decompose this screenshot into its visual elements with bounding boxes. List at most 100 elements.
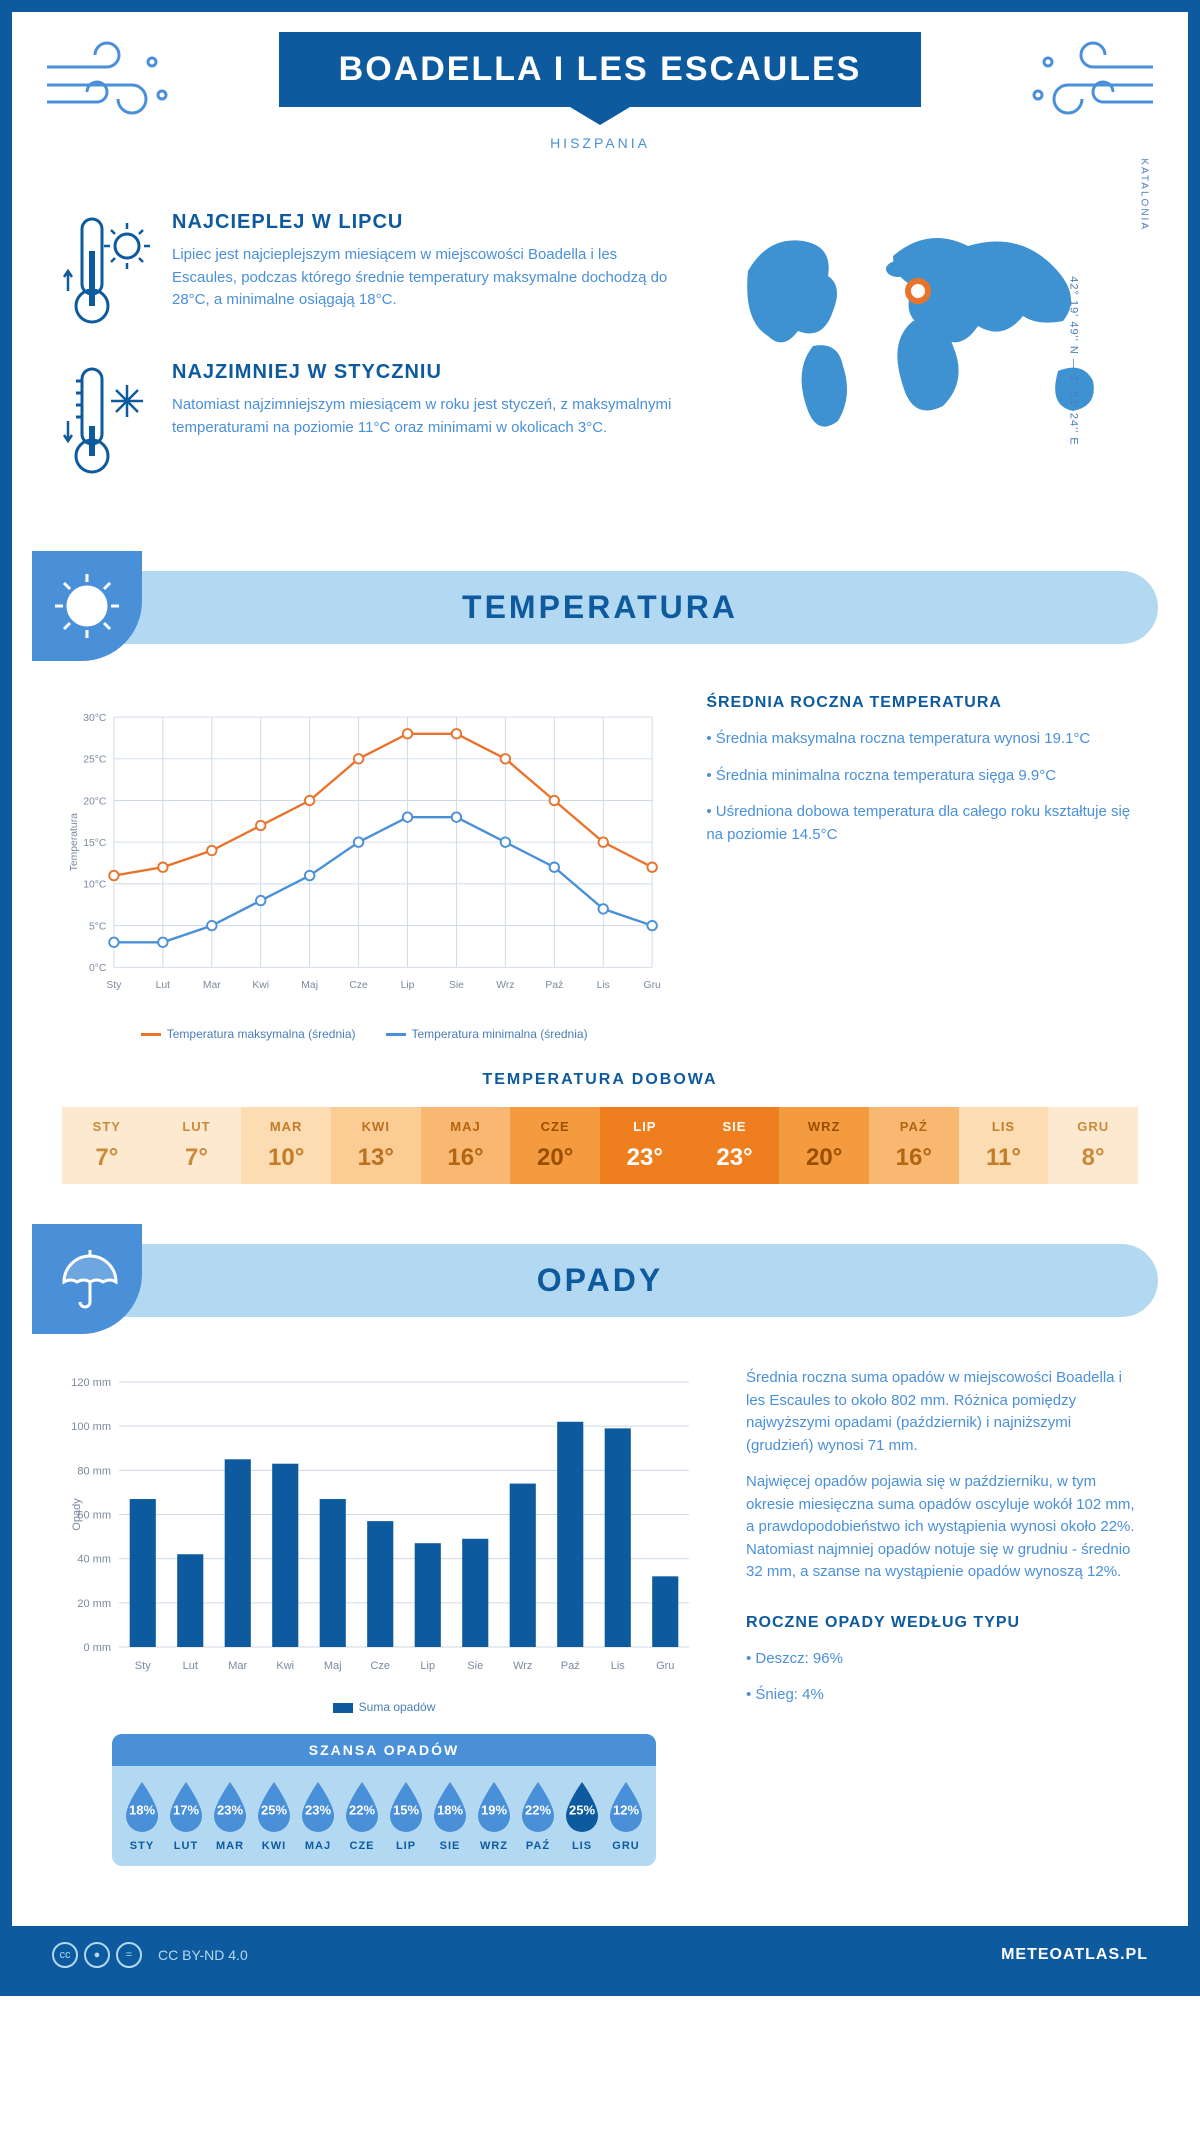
rain-chance-cell: 25% KWI xyxy=(252,1780,296,1852)
svg-text:Paź: Paź xyxy=(561,1660,580,1672)
nd-icon: = xyxy=(116,1942,142,1968)
svg-text:40 mm: 40 mm xyxy=(77,1554,111,1566)
thermometer-hot-icon xyxy=(62,211,152,331)
daily-temp-cell: KWI13° xyxy=(331,1107,421,1184)
svg-text:Cze: Cze xyxy=(370,1660,390,1672)
legend-item: Temperatura minimalna (średnia) xyxy=(386,1027,588,1041)
rainfall-header: OPADY xyxy=(42,1244,1158,1317)
svg-text:Sty: Sty xyxy=(106,980,122,991)
rain-chance-cell: 23% MAR xyxy=(208,1780,252,1852)
svg-text:15°C: 15°C xyxy=(83,838,107,849)
svg-text:0 mm: 0 mm xyxy=(84,1642,112,1654)
warmest-heading: NAJCIEPLEJ W LIPCU xyxy=(172,211,678,234)
overview-row: NAJCIEPLEJ W LIPCU Lipiec jest najcieple… xyxy=(12,191,1188,551)
daily-temp-cell: LIS11° xyxy=(959,1107,1049,1184)
license-block: cc ● = CC BY-ND 4.0 xyxy=(52,1942,248,1968)
coldest-block: NAJZIMNIEJ W STYCZNIU Natomiast najzimni… xyxy=(62,361,678,481)
warmest-block: NAJCIEPLEJ W LIPCU Lipiec jest najcieple… xyxy=(62,211,678,331)
svg-text:Wrz: Wrz xyxy=(513,1660,532,1672)
svg-text:Lut: Lut xyxy=(183,1660,198,1672)
svg-text:25°C: 25°C xyxy=(83,755,107,766)
temperature-header: TEMPERATURA xyxy=(42,571,1158,644)
rainfall-legend: Suma opadów xyxy=(62,1700,706,1714)
warmest-text: Lipiec jest najcieplejszym miesiącem w m… xyxy=(172,244,678,312)
by-icon: ● xyxy=(84,1942,110,1968)
temperature-legend: Temperatura maksymalna (średnia) Temperat… xyxy=(62,1027,666,1041)
license-text: CC BY-ND 4.0 xyxy=(158,1947,248,1963)
svg-text:20°C: 20°C xyxy=(83,796,107,807)
svg-text:Mar: Mar xyxy=(228,1660,247,1672)
svg-text:30°C: 30°C xyxy=(83,713,107,724)
svg-text:20 mm: 20 mm xyxy=(77,1598,111,1610)
svg-text:Kwi: Kwi xyxy=(276,1660,294,1672)
region-label: KATALONIA xyxy=(1139,158,1150,231)
footer: cc ● = CC BY-ND 4.0 METEOATLAS.PL xyxy=(12,1926,1188,1984)
daily-temp-grid: STY7°LUT7°MAR10°KWI13°MAJ16°CZE20°LIP23°… xyxy=(62,1107,1138,1184)
rain-chance-cell: 18% STY xyxy=(120,1780,164,1852)
rainfall-text-2: Najwięcej opadów pojawia się w październ… xyxy=(746,1471,1138,1584)
rain-chance-cell: 18% SIE xyxy=(428,1780,472,1852)
svg-text:Mar: Mar xyxy=(203,980,221,991)
rainfall-type-heading: ROCZNE OPADY WEDŁUG TYPU xyxy=(746,1614,1138,1632)
rainfall-text-1: Średnia roczna suma opadów w miejscowośc… xyxy=(746,1367,1138,1457)
bullet-item: • Deszcz: 96% xyxy=(746,1648,1138,1671)
wind-icon xyxy=(1018,37,1158,127)
bullet-item: • Średnia maksymalna roczna temperatura … xyxy=(706,728,1138,751)
rain-chance-cell: 12% GRU xyxy=(604,1780,648,1852)
svg-text:Sie: Sie xyxy=(449,980,464,991)
svg-text:Lip: Lip xyxy=(401,980,415,991)
daily-temp-cell: PAŹ16° xyxy=(869,1107,959,1184)
svg-text:Lis: Lis xyxy=(611,1660,626,1672)
svg-text:0°C: 0°C xyxy=(89,963,107,974)
svg-text:Wrz: Wrz xyxy=(496,980,514,991)
bullet-item: • Uśredniona dobowa temperatura dla całe… xyxy=(706,801,1138,846)
map-box: KATALONIA 42° 19' 49'' N — 2° 51' 24'' E xyxy=(718,211,1138,511)
rain-chance-cell: 17% LUT xyxy=(164,1780,208,1852)
daily-temp-cell: STY7° xyxy=(62,1107,152,1184)
svg-text:Maj: Maj xyxy=(324,1660,342,1672)
daily-temp-cell: LUT7° xyxy=(152,1107,242,1184)
site-name: METEOATLAS.PL xyxy=(1001,1946,1148,1964)
daily-temp-cell: MAJ16° xyxy=(421,1107,511,1184)
coords-label: 42° 19' 49'' N — 2° 51' 24'' E xyxy=(1067,276,1079,445)
rainfall-type-bullets: • Deszcz: 96% • Śnieg: 4% xyxy=(746,1648,1138,1707)
daily-temp-cell: SIE23° xyxy=(690,1107,780,1184)
header: BOADELLA I LES ESCAULES HISZPANIA xyxy=(12,12,1188,191)
daily-temp-cell: MAR10° xyxy=(241,1107,331,1184)
svg-text:80 mm: 80 mm xyxy=(77,1465,111,1477)
rain-chance-cell: 15% LIP xyxy=(384,1780,428,1852)
legend-item: Temperatura maksymalna (średnia) xyxy=(141,1027,356,1041)
rain-chance-grid: 18% STY 17% LUT 23% MAR 25% KWI 23% MAJ xyxy=(112,1766,656,1866)
rain-chance-heading: SZANSA OPADÓW xyxy=(112,1734,656,1766)
page-title: BOADELLA I LES ESCAULES xyxy=(339,50,862,89)
daily-temp-cell: CZE20° xyxy=(510,1107,600,1184)
daily-temp-cell: WRZ20° xyxy=(779,1107,869,1184)
bullet-item: • Śnieg: 4% xyxy=(746,1684,1138,1707)
umbrella-icon xyxy=(32,1224,142,1334)
daily-temp-heading: TEMPERATURA DOBOWA xyxy=(62,1071,1138,1089)
avg-temp-bullets: • Średnia maksymalna roczna temperatura … xyxy=(706,728,1138,846)
svg-text:Lis: Lis xyxy=(597,980,610,991)
svg-text:Lut: Lut xyxy=(156,980,171,991)
wind-icon xyxy=(42,37,182,127)
cc-icon: cc xyxy=(52,1942,78,1968)
rainfall-chart: 0 mm20 mm40 mm60 mm80 mm100 mm120 mmOpad… xyxy=(62,1367,706,1687)
svg-text:Kwi: Kwi xyxy=(252,980,269,991)
rain-chance-cell: 19% WRZ xyxy=(472,1780,516,1852)
svg-text:10°C: 10°C xyxy=(83,880,107,891)
svg-text:100 mm: 100 mm xyxy=(71,1421,111,1433)
temperature-chart: 0°C5°C10°C15°C20°C25°C30°CStyLutMarKwiMa… xyxy=(62,694,666,1014)
bullet-item: • Średnia minimalna roczna temperatura s… xyxy=(706,765,1138,788)
svg-text:Maj: Maj xyxy=(301,980,318,991)
sun-icon xyxy=(32,551,142,661)
svg-text:Cze: Cze xyxy=(349,980,368,991)
avg-temp-heading: ŚREDNIA ROCZNA TEMPERATURA xyxy=(706,694,1138,712)
coldest-text: Natomiast najzimniejszym miesiącem w rok… xyxy=(172,394,678,439)
rain-chance-cell: 23% MAJ xyxy=(296,1780,340,1852)
rain-chance-cell: 25% LIS xyxy=(560,1780,604,1852)
rain-chance-cell: 22% CZE xyxy=(340,1780,384,1852)
svg-text:Paź: Paź xyxy=(545,980,563,991)
title-banner: BOADELLA I LES ESCAULES xyxy=(279,32,922,107)
daily-temp-cell: LIP23° xyxy=(600,1107,690,1184)
svg-text:Sie: Sie xyxy=(467,1660,483,1672)
